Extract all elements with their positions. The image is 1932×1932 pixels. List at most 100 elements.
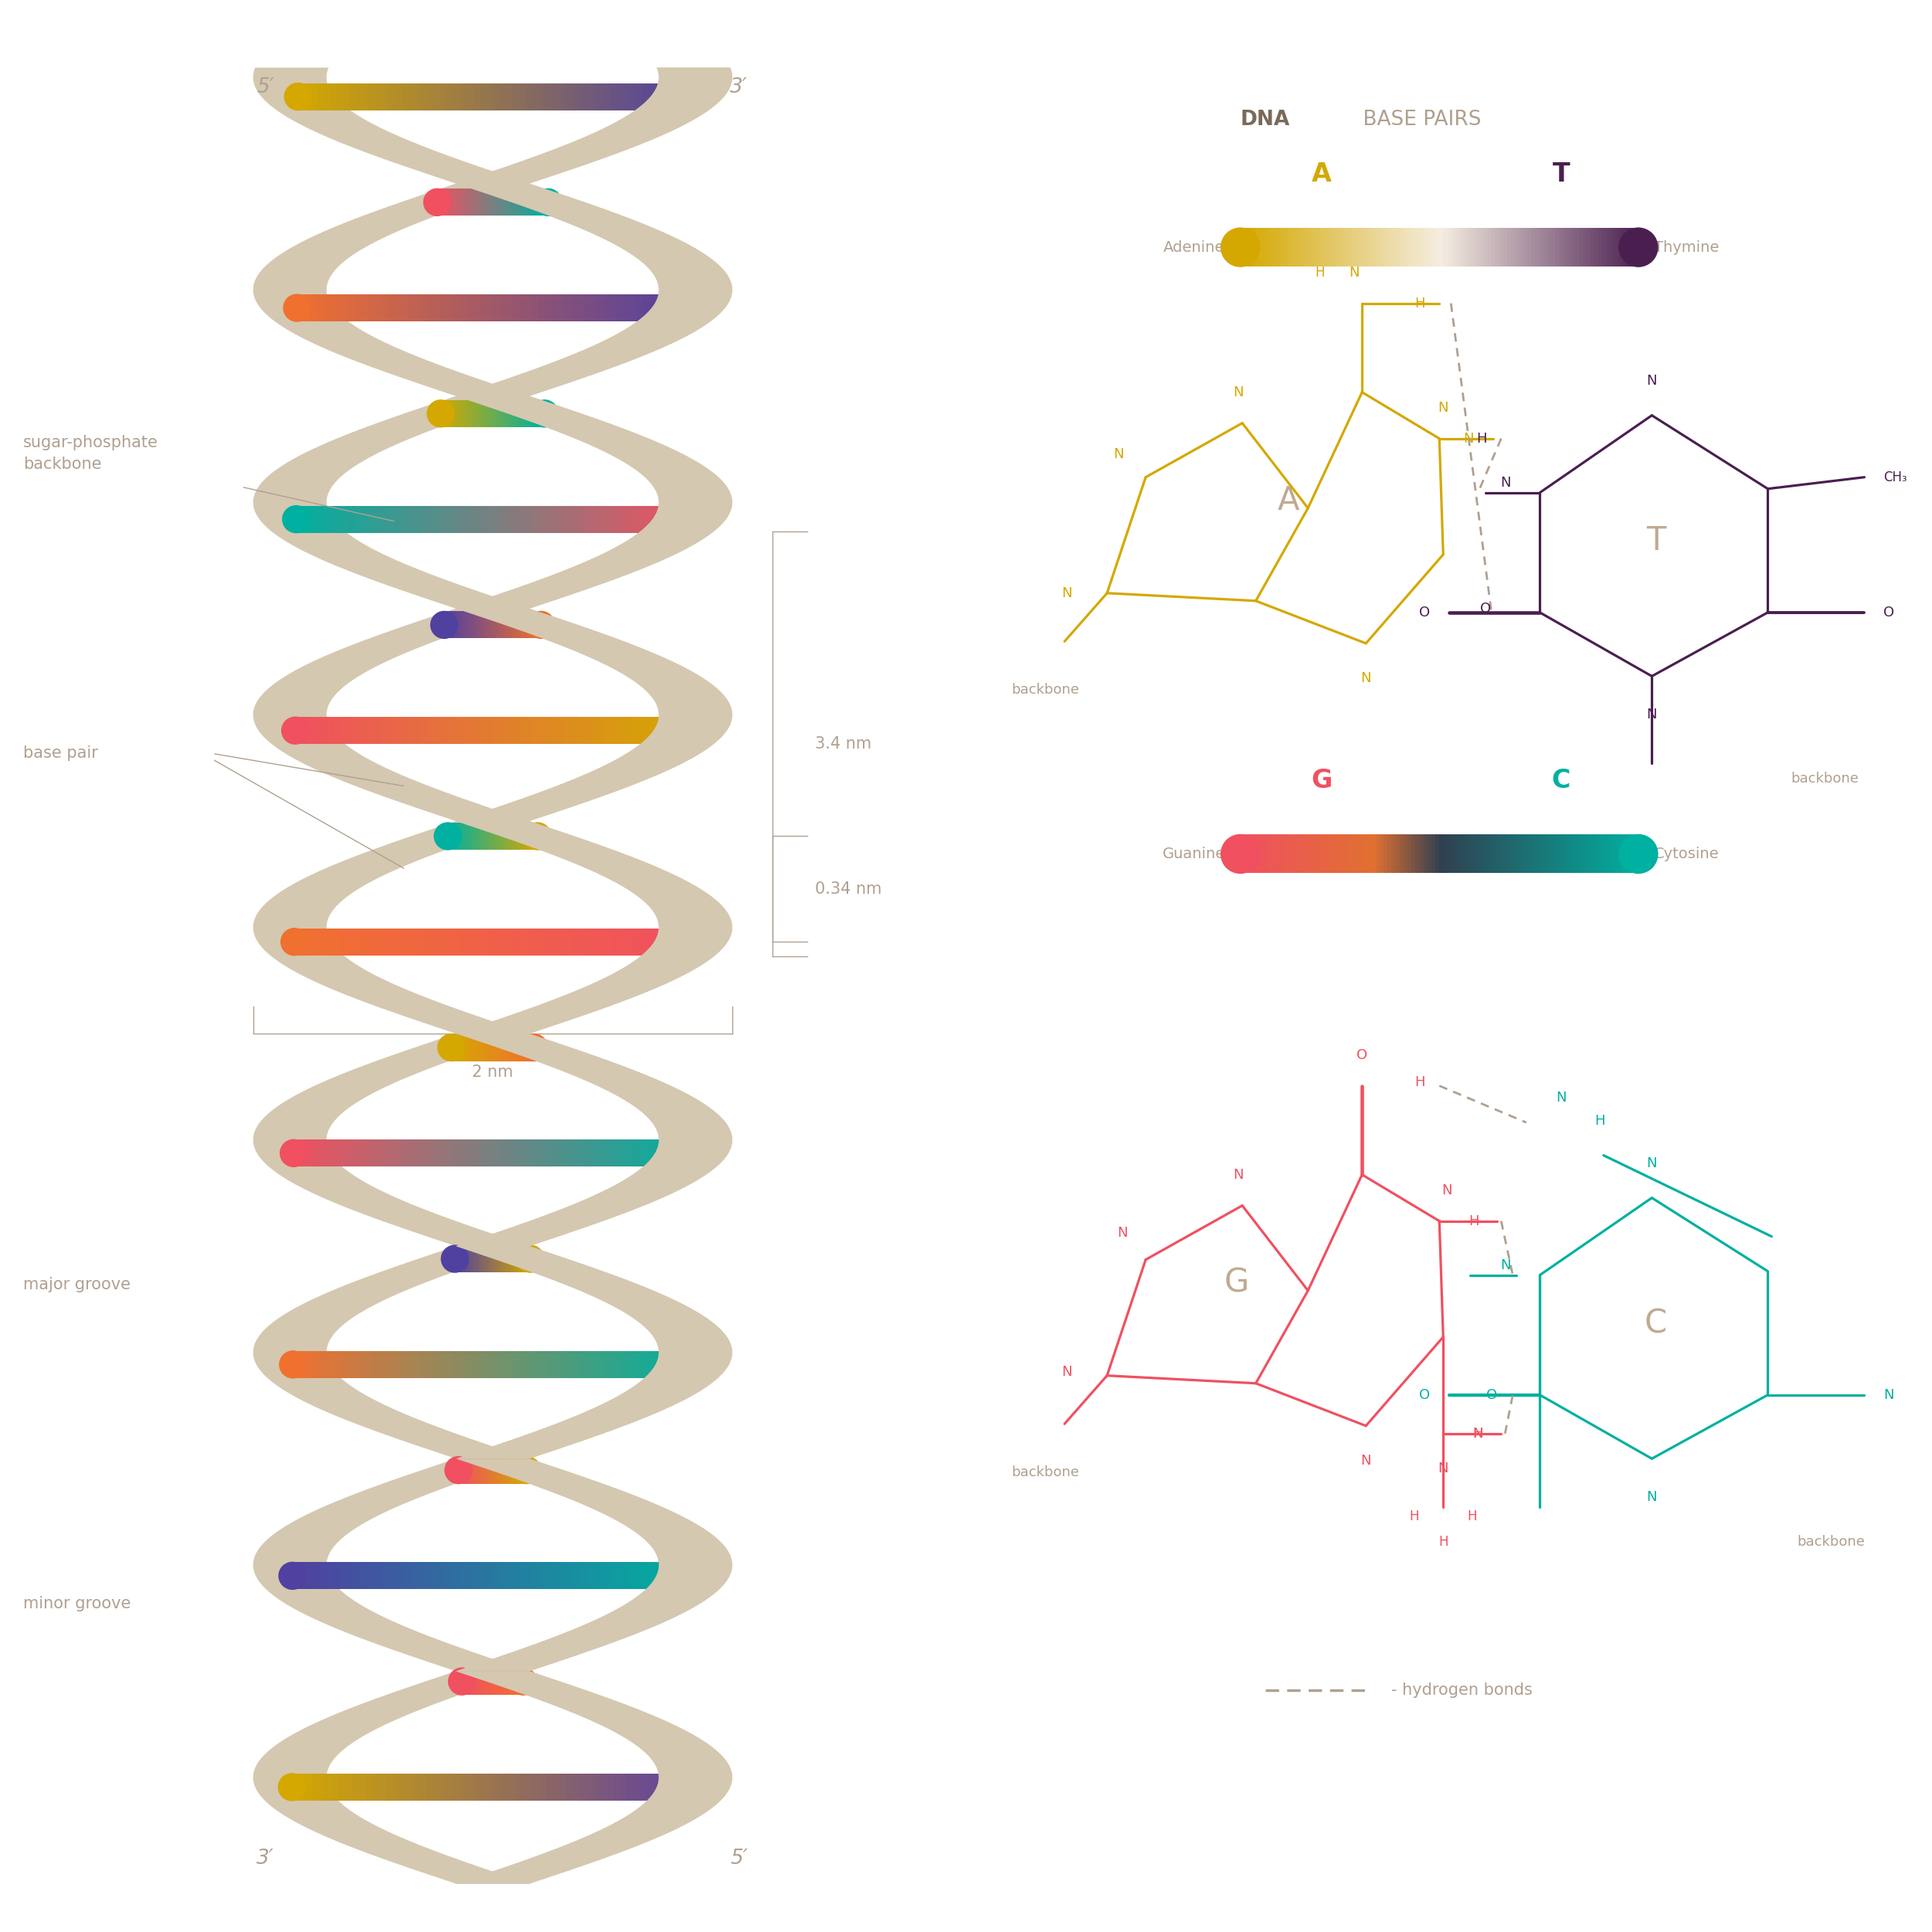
Polygon shape [369,294,375,321]
Polygon shape [1408,228,1412,267]
Polygon shape [1289,835,1293,873]
Polygon shape [526,717,531,744]
Polygon shape [1428,835,1432,873]
Polygon shape [421,83,427,110]
Polygon shape [1428,228,1432,267]
Polygon shape [307,1350,313,1378]
Polygon shape [1459,835,1463,873]
Polygon shape [1526,228,1530,267]
Polygon shape [506,83,512,110]
Circle shape [676,506,703,533]
Polygon shape [1567,835,1571,873]
Polygon shape [1331,228,1335,267]
Polygon shape [466,927,473,956]
Circle shape [444,1457,471,1484]
Polygon shape [605,506,611,533]
Polygon shape [1439,835,1443,873]
Circle shape [531,400,558,427]
Polygon shape [506,1140,512,1167]
Polygon shape [1447,228,1451,267]
Polygon shape [1420,835,1424,873]
Polygon shape [1582,835,1586,873]
Polygon shape [299,1140,307,1167]
Polygon shape [1267,835,1271,873]
Polygon shape [408,506,413,533]
Polygon shape [479,1140,487,1167]
Polygon shape [294,927,301,956]
Polygon shape [456,1671,732,1884]
Polygon shape [400,1563,406,1590]
Polygon shape [456,1459,732,1671]
Polygon shape [533,1140,539,1167]
Polygon shape [298,83,305,110]
Polygon shape [354,927,361,956]
Polygon shape [1240,228,1244,267]
Polygon shape [1335,228,1341,267]
Polygon shape [605,1140,612,1167]
Polygon shape [313,1563,319,1590]
Polygon shape [661,1774,667,1801]
Polygon shape [580,1563,585,1590]
Polygon shape [1519,835,1522,873]
Polygon shape [1511,835,1515,873]
Polygon shape [506,927,512,956]
Polygon shape [309,717,315,744]
Circle shape [440,1246,468,1273]
Polygon shape [572,1140,580,1167]
Polygon shape [634,1774,639,1801]
Polygon shape [301,717,309,744]
Polygon shape [1548,835,1551,873]
Polygon shape [452,1140,460,1167]
Polygon shape [346,1563,352,1590]
Polygon shape [665,717,670,744]
Polygon shape [498,83,506,110]
Polygon shape [1372,835,1376,873]
Polygon shape [1296,835,1300,873]
Polygon shape [498,1140,506,1167]
Text: N: N [1501,475,1511,491]
Polygon shape [487,717,493,744]
Polygon shape [520,294,526,321]
Circle shape [1619,835,1658,873]
Polygon shape [315,506,323,533]
Polygon shape [413,506,421,533]
Text: G: G [1225,1267,1248,1298]
Polygon shape [315,927,321,956]
Polygon shape [439,1774,446,1801]
Text: Thymine: Thymine [1654,240,1719,255]
Text: N: N [1646,707,1658,723]
Text: H: H [1594,1113,1605,1128]
Polygon shape [456,68,732,184]
Polygon shape [1308,228,1312,267]
Polygon shape [531,83,539,110]
Text: G: G [1312,767,1331,794]
Text: 0.34 nm: 0.34 nm [815,881,883,896]
Polygon shape [319,1774,325,1801]
Text: T: T [1551,160,1571,187]
Polygon shape [498,1774,506,1801]
Polygon shape [570,83,578,110]
Text: 2 nm: 2 nm [471,1065,514,1080]
Polygon shape [460,927,466,956]
Polygon shape [1484,835,1488,873]
Polygon shape [597,294,603,321]
Polygon shape [1578,228,1582,267]
Polygon shape [684,927,692,956]
Polygon shape [1582,228,1586,267]
Polygon shape [680,83,688,110]
Polygon shape [338,1774,346,1801]
Polygon shape [591,1140,599,1167]
Circle shape [1619,228,1658,267]
Circle shape [514,1457,541,1484]
Polygon shape [1607,835,1611,873]
Polygon shape [493,1350,498,1378]
Polygon shape [618,1140,626,1167]
Polygon shape [379,1350,386,1378]
Polygon shape [363,83,369,110]
Polygon shape [1555,835,1559,873]
Polygon shape [520,1774,526,1801]
Polygon shape [1244,835,1248,873]
Text: N: N [1441,1182,1453,1198]
Polygon shape [1578,835,1582,873]
Polygon shape [506,717,512,744]
